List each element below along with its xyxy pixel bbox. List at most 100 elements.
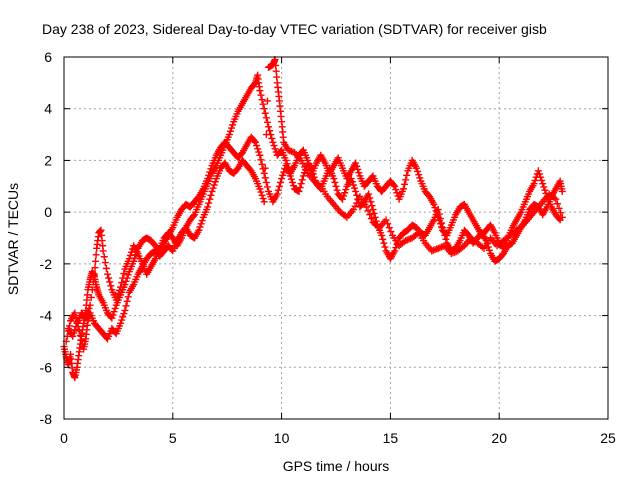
data-point <box>552 195 560 203</box>
data-point <box>117 319 125 327</box>
data-point <box>250 80 258 88</box>
data-point <box>257 188 265 196</box>
data-point <box>381 243 389 251</box>
data-point <box>352 159 360 167</box>
data-point <box>353 199 361 207</box>
data-point <box>355 169 363 177</box>
data-point <box>113 293 121 301</box>
y-axis-label: SDTVAR / TECUs <box>5 183 21 295</box>
data-point <box>431 204 439 212</box>
data-point <box>117 283 125 291</box>
data-point <box>555 204 563 212</box>
data-point <box>109 311 117 319</box>
data-point <box>436 220 444 228</box>
data-point <box>118 316 126 324</box>
y-tick-label: -2 <box>40 256 53 272</box>
data-point <box>478 243 486 251</box>
data-point <box>258 191 266 199</box>
data-point <box>368 202 376 210</box>
data-point <box>399 185 407 193</box>
data-point <box>300 163 308 171</box>
data-point <box>263 118 271 126</box>
data-point <box>115 286 123 294</box>
data-point <box>100 253 108 261</box>
data-point <box>369 206 377 214</box>
x-axis-label: GPS time / hours <box>283 458 390 474</box>
data-point <box>366 194 374 202</box>
y-tick-label: 6 <box>44 49 52 65</box>
data-point <box>391 247 399 255</box>
data-point <box>402 176 410 184</box>
x-tick-label: 0 <box>60 430 68 446</box>
data-point <box>364 207 372 215</box>
data-point <box>274 186 282 194</box>
data-point <box>254 145 262 153</box>
data-point <box>124 271 132 279</box>
data-point <box>123 297 131 305</box>
data-point <box>99 247 107 255</box>
data-point <box>341 189 349 197</box>
data-point <box>299 172 307 180</box>
data-point <box>91 264 99 272</box>
series-track-b <box>64 71 564 340</box>
data-point <box>119 274 127 282</box>
data-point <box>414 167 422 175</box>
data-point <box>92 251 100 259</box>
data-point <box>403 171 411 179</box>
data-point <box>378 231 386 239</box>
data-point <box>205 199 213 207</box>
data-point <box>330 175 338 183</box>
data-point <box>63 332 71 340</box>
data-point <box>250 137 258 145</box>
data-point <box>89 278 97 286</box>
data-point <box>287 175 295 183</box>
x-tick-label: 15 <box>383 430 399 446</box>
data-point <box>541 186 549 194</box>
data-point <box>315 181 323 189</box>
data-point <box>459 243 467 251</box>
data-point <box>416 174 424 182</box>
data-point <box>260 169 268 177</box>
data-point <box>85 304 93 312</box>
data-point <box>74 323 82 331</box>
data-point <box>228 124 236 132</box>
data-point <box>391 182 399 190</box>
data-point <box>339 195 347 203</box>
data-point <box>280 168 288 176</box>
data-point <box>370 209 378 217</box>
data-point <box>298 176 306 184</box>
data-point <box>434 213 442 221</box>
data-point <box>304 156 312 164</box>
data-point <box>87 293 95 301</box>
data-point <box>204 203 212 211</box>
data-point <box>262 114 270 122</box>
data-point <box>64 327 72 335</box>
data-point <box>387 228 395 236</box>
data-point <box>208 187 216 195</box>
data-point <box>256 151 264 159</box>
data-point <box>557 209 565 217</box>
data-point <box>288 178 296 186</box>
data-point <box>299 160 307 168</box>
chart-title: Day 238 of 2023, Sidereal Day-to-day VTE… <box>42 21 547 37</box>
data-point <box>353 191 361 199</box>
data-point <box>365 190 373 198</box>
data-point <box>189 212 197 220</box>
data-point <box>362 203 370 211</box>
data-point <box>340 192 348 200</box>
data-point <box>273 190 281 198</box>
data-point <box>401 180 409 188</box>
data-point <box>530 180 538 188</box>
data-point <box>385 224 393 232</box>
data-point <box>209 184 217 192</box>
data-point <box>283 160 291 168</box>
data-point <box>111 304 119 312</box>
data-point <box>257 91 265 99</box>
data-point <box>261 174 269 182</box>
data-point <box>256 87 264 95</box>
data-point <box>262 131 270 139</box>
data-point <box>211 178 219 186</box>
data-point <box>277 178 285 186</box>
data-point <box>550 194 558 202</box>
